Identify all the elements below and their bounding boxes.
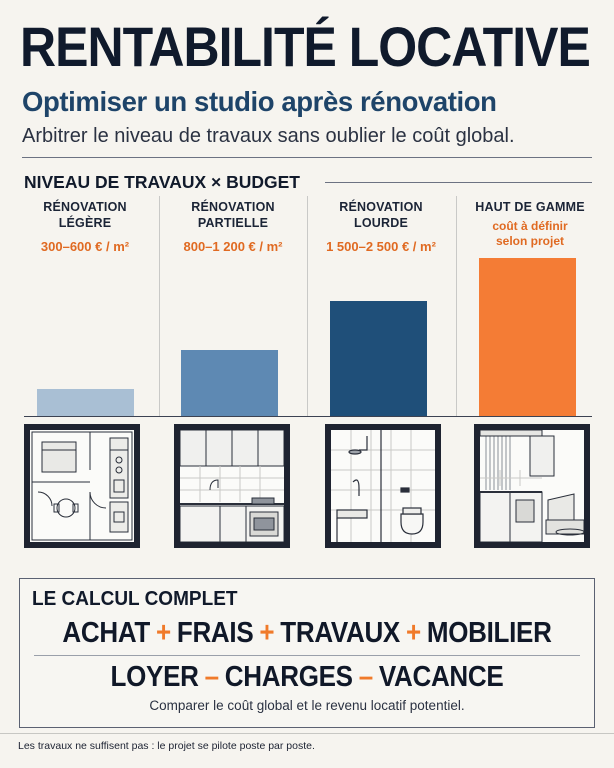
level-name: RÉNOVATION LOURDE	[307, 199, 455, 231]
calc-title: LE CALCUL COMPLET	[32, 588, 238, 611]
minus-operator: –	[204, 659, 219, 693]
page-title: RENTABILITÉ LOCATIVE	[20, 15, 591, 79]
level-column-light: RÉNOVATION LÉGÈRE 300–600 € / m²	[11, 199, 159, 255]
calc-note: Comparer le coût global et le revenu loc…	[149, 698, 465, 713]
level-price-line1: coût à définir	[492, 219, 568, 233]
level-name-line1: RÉNOVATION	[43, 200, 127, 214]
level-price: 800–1 200 € / m²	[183, 239, 283, 254]
column-divider	[456, 196, 457, 416]
level-column-partial: RÉNOVATION PARTIELLE 800–1 200 € / m²	[159, 199, 307, 255]
section-rule	[325, 182, 592, 183]
revenue-term-charges: CHARGES	[224, 659, 353, 693]
column-divider	[159, 196, 160, 416]
level-price-line2: selon projet	[495, 234, 564, 248]
cost-term-works: TRAVAUX	[280, 615, 400, 649]
footer-text: Les travaux ne suffisent pas : le projet…	[18, 740, 315, 752]
footer-rule	[0, 733, 614, 734]
column-divider	[307, 196, 308, 416]
budget-bar-light	[37, 389, 134, 416]
level-name-line1: RÉNOVATION	[191, 200, 275, 214]
section-heading: NIVEAU DE TRAVAUX × BUDGET	[24, 172, 300, 192]
plus-operator: +	[155, 615, 171, 649]
level-name-line1: RÉNOVATION	[339, 200, 423, 214]
level-price: coût à définir selon projet	[456, 219, 604, 249]
level-price: 300–600 € / m²	[40, 239, 130, 254]
level-name-line2: LÉGÈRE	[58, 216, 112, 230]
calc-panel	[19, 578, 595, 728]
floor-plan-icon	[24, 424, 140, 548]
cost-term-fees: FRAIS	[176, 615, 254, 649]
cost-term-furniture: MOBILIER	[426, 615, 552, 649]
level-name-line2: LOURDE	[354, 216, 408, 230]
cost-equation: ACHAT + FRAIS + TRAVAUX + MOBILIER	[19, 614, 595, 649]
equation-separator	[34, 655, 580, 656]
revenue-term-rent: LOYER	[110, 659, 199, 693]
page-tagline: Arbitrer le niveau de travaux sans oubli…	[22, 125, 515, 147]
revenue-equation: LOYER – CHARGES – VACANCE	[19, 658, 595, 693]
cost-term-purchase: ACHAT	[62, 615, 150, 649]
level-name: RÉNOVATION LÉGÈRE	[11, 199, 159, 231]
level-column-heavy: RÉNOVATION LOURDE 1 500–2 500 € / m²	[307, 199, 455, 255]
level-price: 1 500–2 500 € / m²	[326, 239, 436, 254]
revenue-term-vacancy: VACANCE	[378, 659, 504, 693]
level-column-premium: HAUT DE GAMME coût à définir selon proje…	[456, 199, 604, 249]
minus-operator: –	[358, 659, 373, 693]
header-rule	[22, 157, 592, 158]
level-name-line2: PARTIELLE	[197, 216, 269, 230]
page-subtitle: Optimiser un studio après rénovation	[22, 86, 497, 117]
level-name: RÉNOVATION PARTIELLE	[159, 199, 307, 231]
bars-baseline	[24, 416, 592, 417]
bathroom-icon	[325, 424, 441, 548]
budget-bar-partial	[181, 350, 278, 416]
kitchen-icon	[174, 424, 290, 548]
studio-interior-icon	[474, 424, 590, 548]
level-name: HAUT DE GAMME	[475, 200, 585, 214]
plus-operator: +	[259, 615, 275, 649]
budget-bar-heavy	[330, 301, 427, 416]
budget-bar-premium	[479, 258, 576, 416]
plus-operator: +	[405, 615, 421, 649]
